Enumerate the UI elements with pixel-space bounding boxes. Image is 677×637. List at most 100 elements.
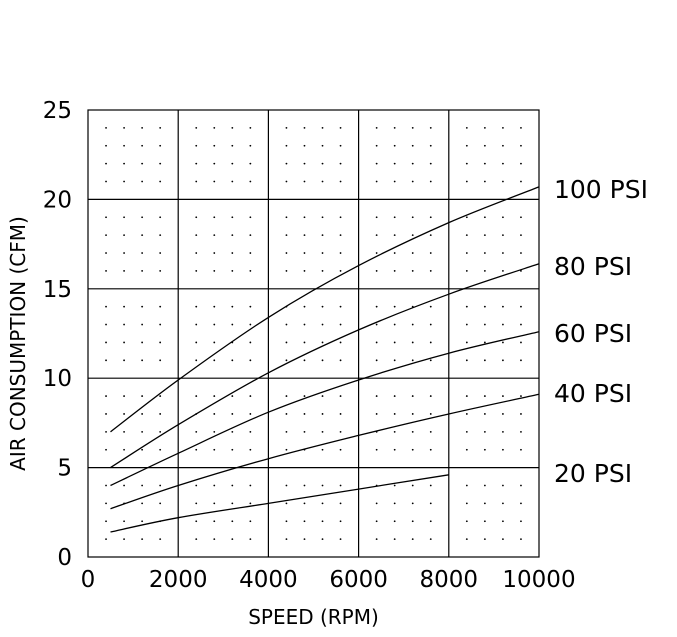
grid-dot — [393, 252, 396, 254]
grid-dot — [339, 323, 342, 326]
grid-dot — [141, 234, 144, 237]
grid-dot — [429, 341, 432, 344]
grid-dot — [231, 538, 234, 541]
grid-dot — [502, 216, 504, 219]
grid-dot — [105, 216, 107, 219]
grid-dot — [411, 323, 414, 326]
grid-dot — [339, 341, 342, 344]
grid-dot — [105, 252, 107, 254]
grid-dot — [321, 144, 324, 147]
grid-dot — [375, 502, 378, 505]
grid-dot — [213, 502, 216, 505]
grid-dot — [411, 359, 414, 362]
grid-dot — [303, 502, 306, 505]
grid-dot — [231, 359, 234, 362]
grid-dot — [123, 341, 125, 344]
grid-dot — [483, 252, 486, 254]
grid-dot — [465, 162, 468, 165]
grid-dot — [375, 305, 378, 308]
grid-dot — [249, 180, 252, 183]
grid-dot — [393, 234, 396, 237]
grid-dot — [502, 430, 504, 433]
grid-dot — [123, 538, 125, 541]
grid-dot — [285, 395, 288, 397]
grid-dot — [393, 180, 396, 183]
grid-dot — [105, 162, 107, 165]
grid-dot — [249, 520, 252, 523]
grid-dot — [393, 323, 396, 326]
grid-dot — [159, 341, 162, 344]
grid-dot — [520, 484, 522, 487]
grid-dot — [411, 538, 414, 541]
grid-dot — [249, 270, 252, 272]
grid-dot — [249, 448, 252, 451]
grid-dot — [520, 538, 522, 541]
grid-dot — [483, 502, 486, 505]
grid-dot — [303, 484, 306, 487]
grid-dot — [411, 180, 414, 183]
grid-dot — [429, 180, 432, 183]
grid-dot — [393, 413, 396, 415]
plot-frame — [87, 109, 540, 558]
grid-dot — [159, 216, 162, 219]
grid-dot — [339, 126, 342, 129]
grid-dot — [213, 341, 216, 344]
grid-dot — [213, 126, 216, 129]
grid-dot — [393, 162, 396, 165]
grid-dot — [231, 126, 234, 129]
grid-dot — [123, 180, 125, 183]
series-line-60-psi — [110, 331, 540, 487]
grid-dot — [429, 234, 432, 237]
grid-dot — [375, 395, 378, 397]
grid-dot — [502, 341, 504, 344]
grid-dot — [105, 180, 107, 183]
grid-dot — [231, 323, 234, 326]
grid-dot — [321, 252, 324, 254]
grid-dot — [483, 323, 486, 326]
grid-dot — [520, 162, 522, 165]
grid-dot — [483, 538, 486, 541]
grid-dot — [465, 538, 468, 541]
grid-dot — [411, 448, 414, 451]
grid-dot — [502, 520, 504, 523]
grid-dot — [105, 484, 107, 487]
grid-dot — [321, 180, 324, 183]
grid-dot — [375, 413, 378, 415]
grid-dot — [141, 323, 144, 326]
grid-dot — [339, 144, 342, 147]
grid-dot — [520, 144, 522, 147]
grid-dot — [195, 144, 198, 147]
series-label-100-psi: 100 PSI — [554, 175, 648, 204]
grid-dot — [141, 270, 144, 272]
grid-dot — [303, 162, 306, 165]
grid-dot — [303, 216, 306, 219]
grid-dot — [213, 252, 216, 254]
grid-dot — [123, 270, 125, 272]
grid-dot — [502, 126, 504, 129]
grid-dot — [141, 305, 144, 308]
y-tick-label: 20 — [43, 187, 72, 213]
grid-dot — [159, 413, 162, 415]
grid-dot — [465, 520, 468, 523]
grid-dot — [520, 216, 522, 219]
grid-dot — [465, 502, 468, 505]
grid-dot — [483, 234, 486, 237]
grid-dot — [141, 413, 144, 415]
grid-dot — [303, 341, 306, 344]
grid-dot — [123, 126, 125, 129]
grid-dot — [303, 359, 306, 362]
grid-dot — [213, 234, 216, 237]
grid-dot — [105, 520, 107, 523]
grid-dot — [285, 502, 288, 505]
grid-dot — [483, 162, 486, 165]
grid-dot — [195, 180, 198, 183]
y-tick-label: 5 — [57, 456, 72, 482]
grid-dot — [339, 395, 342, 397]
grid-dot — [105, 359, 107, 362]
grid-dot — [321, 341, 324, 344]
grid-dot — [195, 252, 198, 254]
grid-dot — [213, 359, 216, 362]
grid-dot — [429, 520, 432, 523]
grid-dot — [303, 520, 306, 523]
